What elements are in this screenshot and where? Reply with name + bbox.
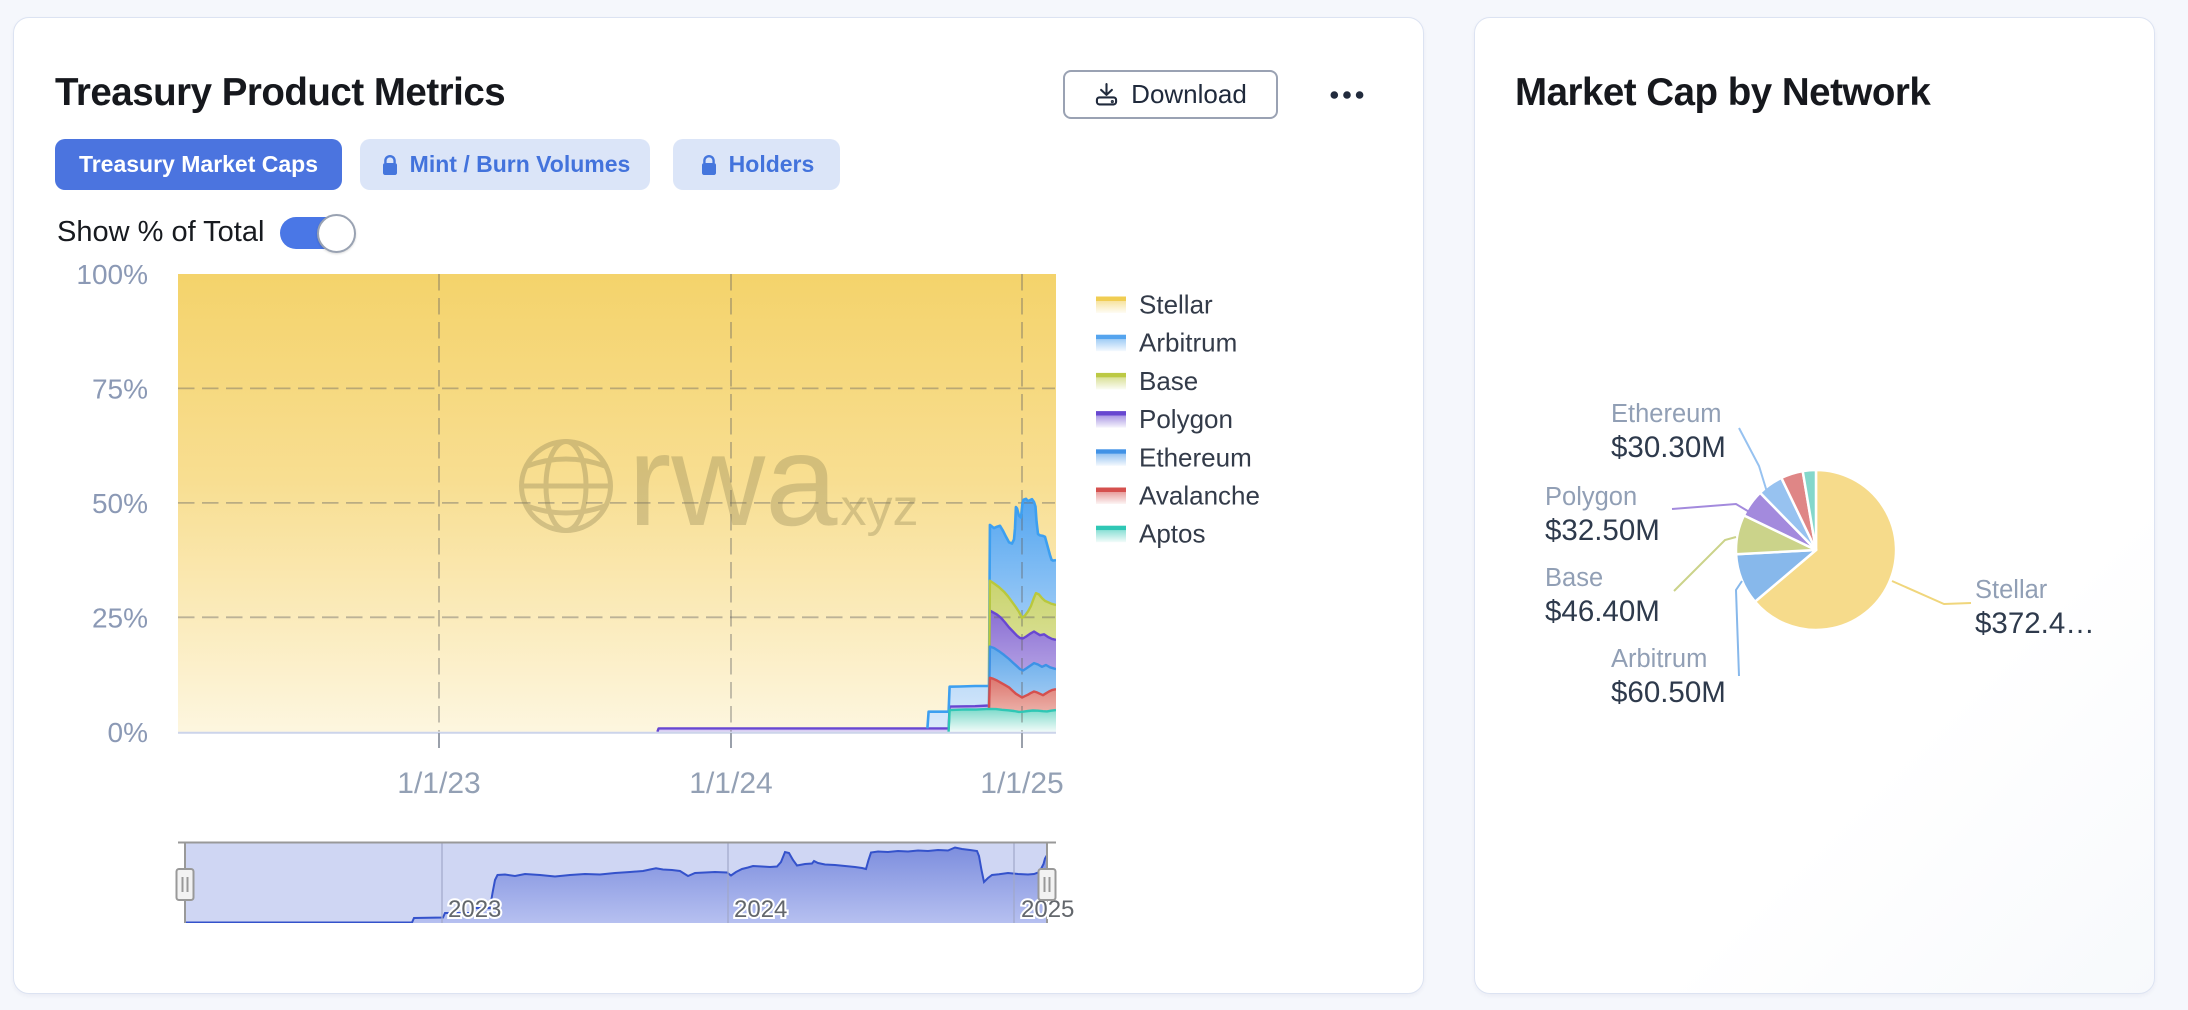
svg-text:1/1/24: 1/1/24	[689, 767, 772, 800]
svg-text:Arbitrum: Arbitrum	[1139, 328, 1237, 358]
svg-text:$46.40M: $46.40M	[1545, 595, 1660, 628]
svg-text:2024: 2024	[734, 896, 787, 923]
svg-text:$32.50M: $32.50M	[1545, 514, 1660, 547]
svg-text:Arbitrum: Arbitrum	[1611, 645, 1707, 673]
svg-text:2023: 2023	[448, 896, 501, 923]
svg-text:.xyz: .xyz	[826, 479, 918, 537]
svg-text:Polygon: Polygon	[1139, 404, 1233, 434]
svg-text:100%: 100%	[76, 259, 148, 290]
svg-text:Base: Base	[1139, 366, 1198, 396]
svg-text:Stellar: Stellar	[1975, 576, 2048, 604]
svg-text:$60.50M: $60.50M	[1611, 676, 1726, 709]
svg-text:2025: 2025	[1021, 896, 1074, 923]
svg-text:75%: 75%	[92, 373, 148, 404]
svg-text:rwa: rwa	[628, 407, 838, 553]
svg-text:0%: 0%	[108, 717, 148, 748]
svg-text:$30.30M: $30.30M	[1611, 431, 1726, 464]
svg-text:1/1/25: 1/1/25	[980, 767, 1063, 800]
svg-text:Polygon: Polygon	[1545, 483, 1637, 511]
svg-text:Avalanche: Avalanche	[1139, 481, 1260, 511]
svg-text:Ethereum: Ethereum	[1611, 400, 1722, 428]
svg-text:1/1/23: 1/1/23	[397, 767, 480, 800]
svg-text:25%: 25%	[92, 602, 148, 633]
svg-text:Ethereum: Ethereum	[1139, 442, 1252, 472]
svg-text:50%: 50%	[92, 488, 148, 519]
svg-text:Stellar: Stellar	[1139, 290, 1213, 320]
svg-text:$372.4…: $372.4…	[1975, 607, 2095, 640]
svg-text:Base: Base	[1545, 564, 1603, 592]
svg-text:Aptos: Aptos	[1139, 519, 1206, 549]
